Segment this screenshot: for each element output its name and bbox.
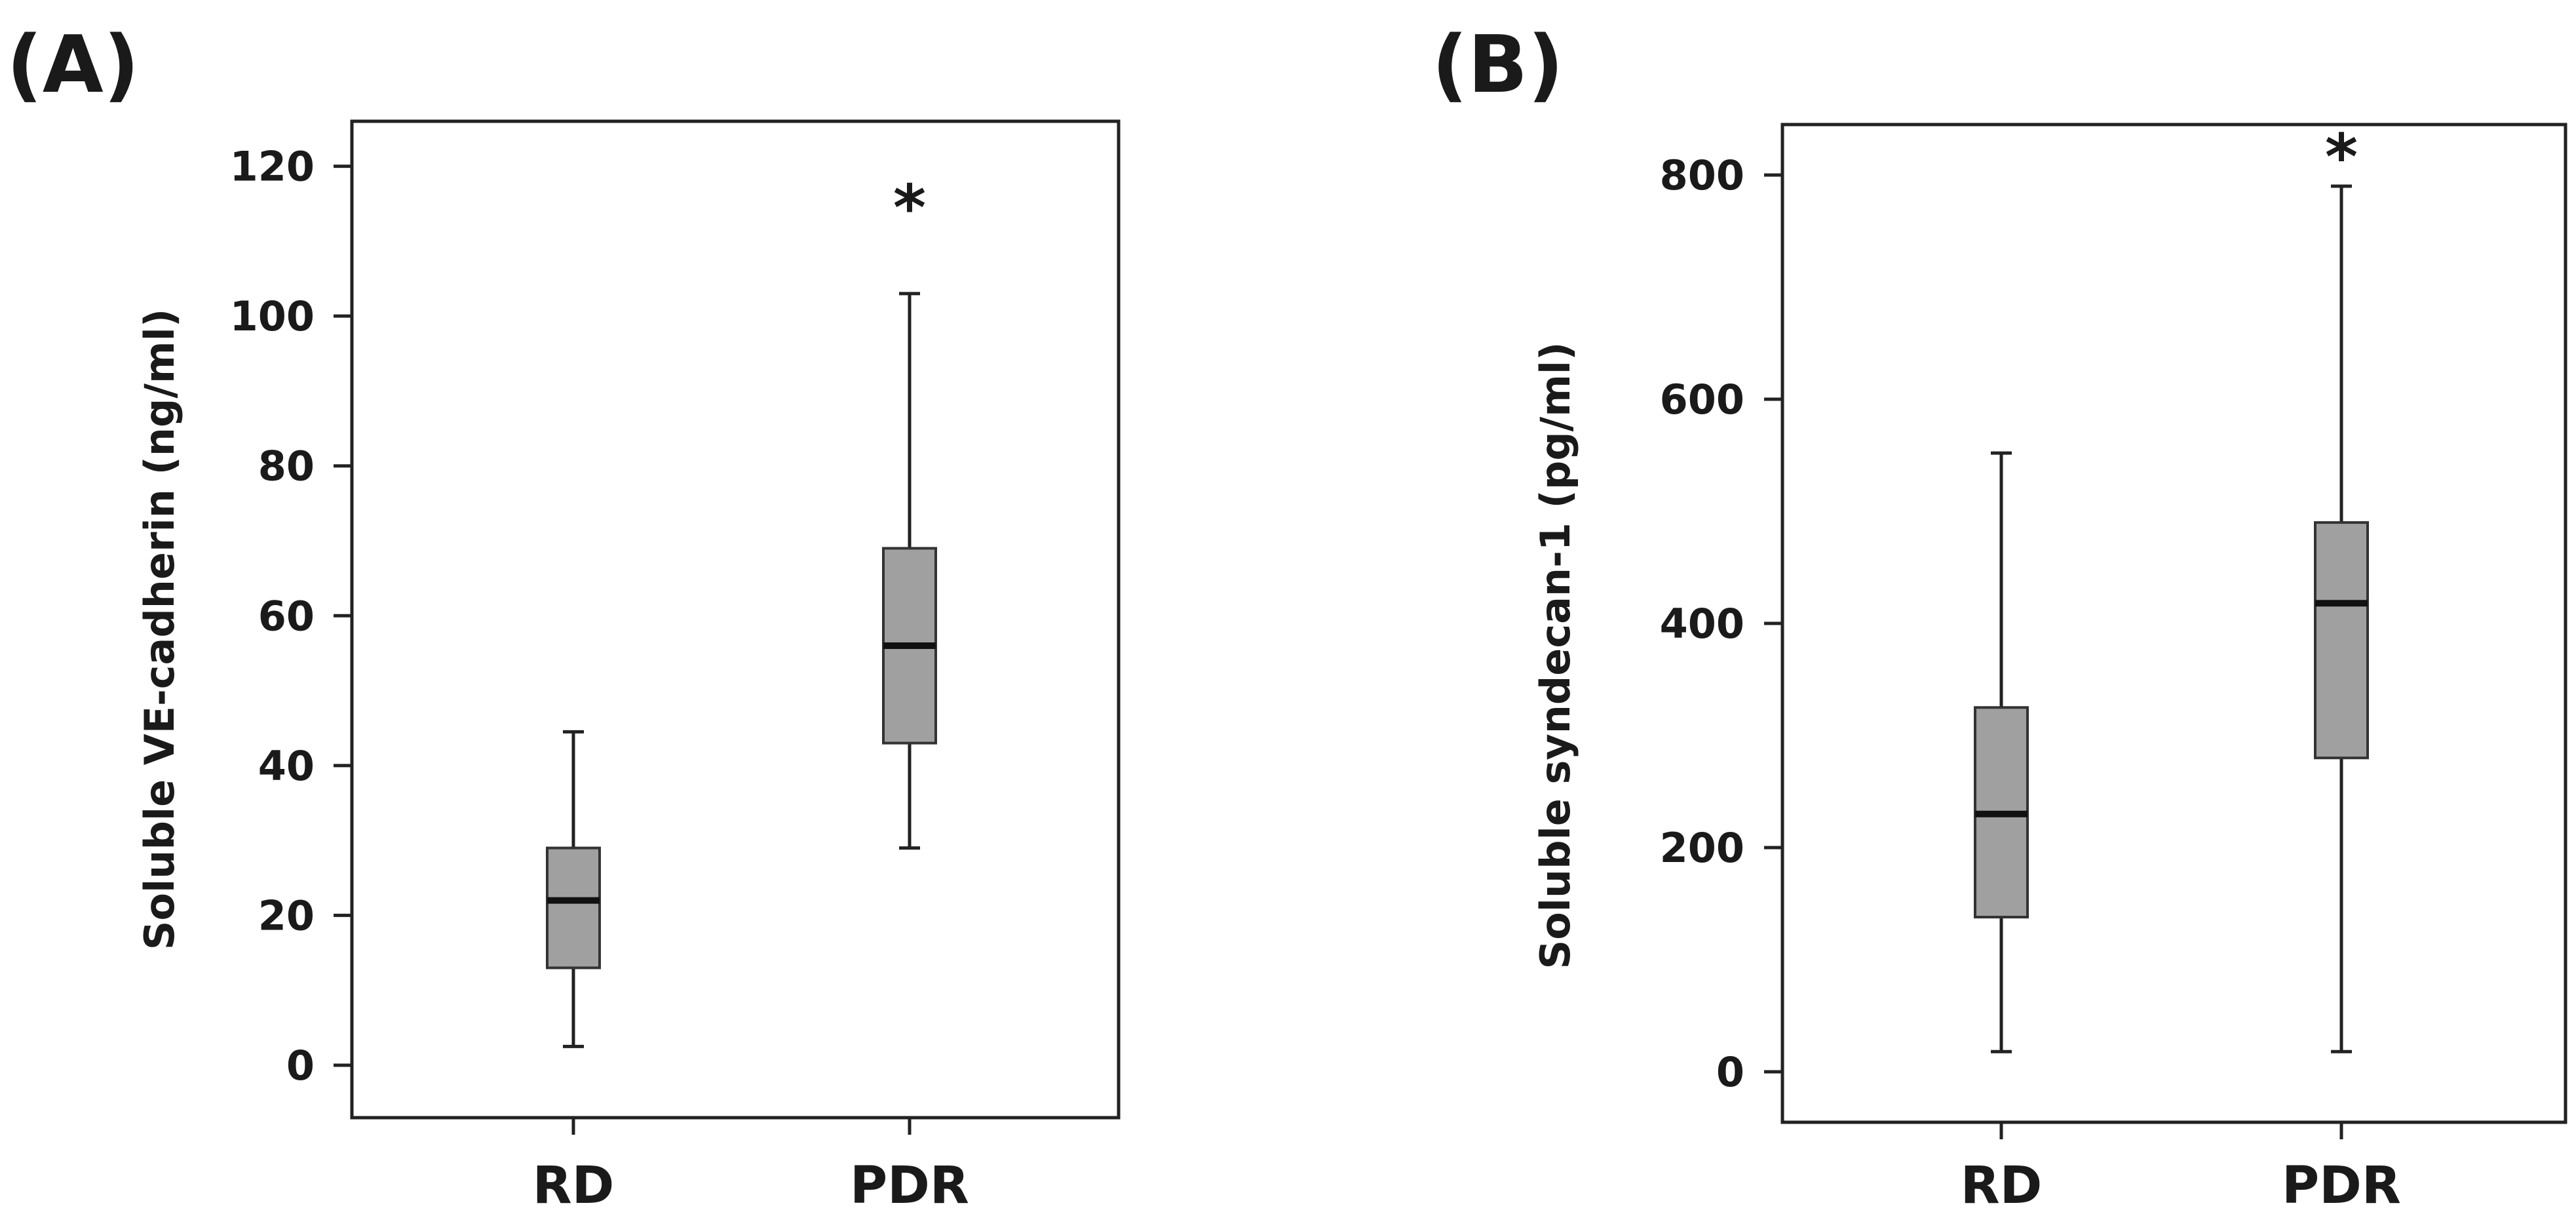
panel-a-y-tick-label: 60 — [258, 592, 315, 640]
panel-a-significance-asterisk: * — [893, 172, 926, 245]
panel-b-pdr-box — [2314, 521, 2369, 760]
panel-a-y-tick-label: 120 — [230, 143, 315, 191]
panel-b-y-axis-title: Soluble syndecan-1 (pg/ml) — [1531, 342, 1579, 970]
panel-a-category-pdr: PDR — [850, 1156, 969, 1215]
panel-a-rd-box — [546, 846, 601, 970]
panel-b-y-tick-label: 400 — [1660, 600, 1744, 648]
panel-b-y-tick-label: 800 — [1660, 151, 1744, 199]
panel-b-y-tick-label: 600 — [1660, 376, 1744, 423]
panel-a-y-axis-title: Soluble VE-cadherin (ng/ml) — [136, 309, 183, 950]
panel-b-plot-area: 0 200 400 600 800 * — [1660, 121, 2567, 1139]
panel-b-y-tick-label: 0 — [1716, 1048, 1744, 1096]
panel-b: (B) Soluble syndecan-1 (pg/ml) 0 200 400 60… — [1432, 20, 2567, 1215]
panel-a-y-tick-label: 80 — [258, 442, 315, 490]
panel-a-y-tick-label: 0 — [286, 1042, 315, 1089]
panel-b-category-pdr: PDR — [2282, 1156, 2401, 1215]
panel-a-category-rd: RD — [533, 1156, 615, 1215]
panel-a-plot-area: 0 20 40 60 80 100 120 * — [230, 119, 1121, 1135]
panel-a-y-tick-label: 100 — [230, 292, 315, 340]
panel-a-frame — [350, 119, 1121, 1120]
panel-b-y-tick-label: 200 — [1660, 824, 1744, 872]
panel-b-label: (B) — [1432, 20, 1564, 111]
panel-b-frame — [1780, 123, 2567, 1124]
panel-b-significance-asterisk: * — [2325, 121, 2358, 194]
panel-a-y-tick-label: 20 — [258, 892, 315, 939]
panel-a: (A) Soluble VE-cadherin (ng/ml) 0 20 40 60 8… — [7, 20, 1121, 1215]
panel-a-y-tick-label: 40 — [258, 742, 315, 790]
panel-b-category-rd: RD — [1961, 1156, 2043, 1215]
panel-a-label: (A) — [7, 20, 140, 111]
